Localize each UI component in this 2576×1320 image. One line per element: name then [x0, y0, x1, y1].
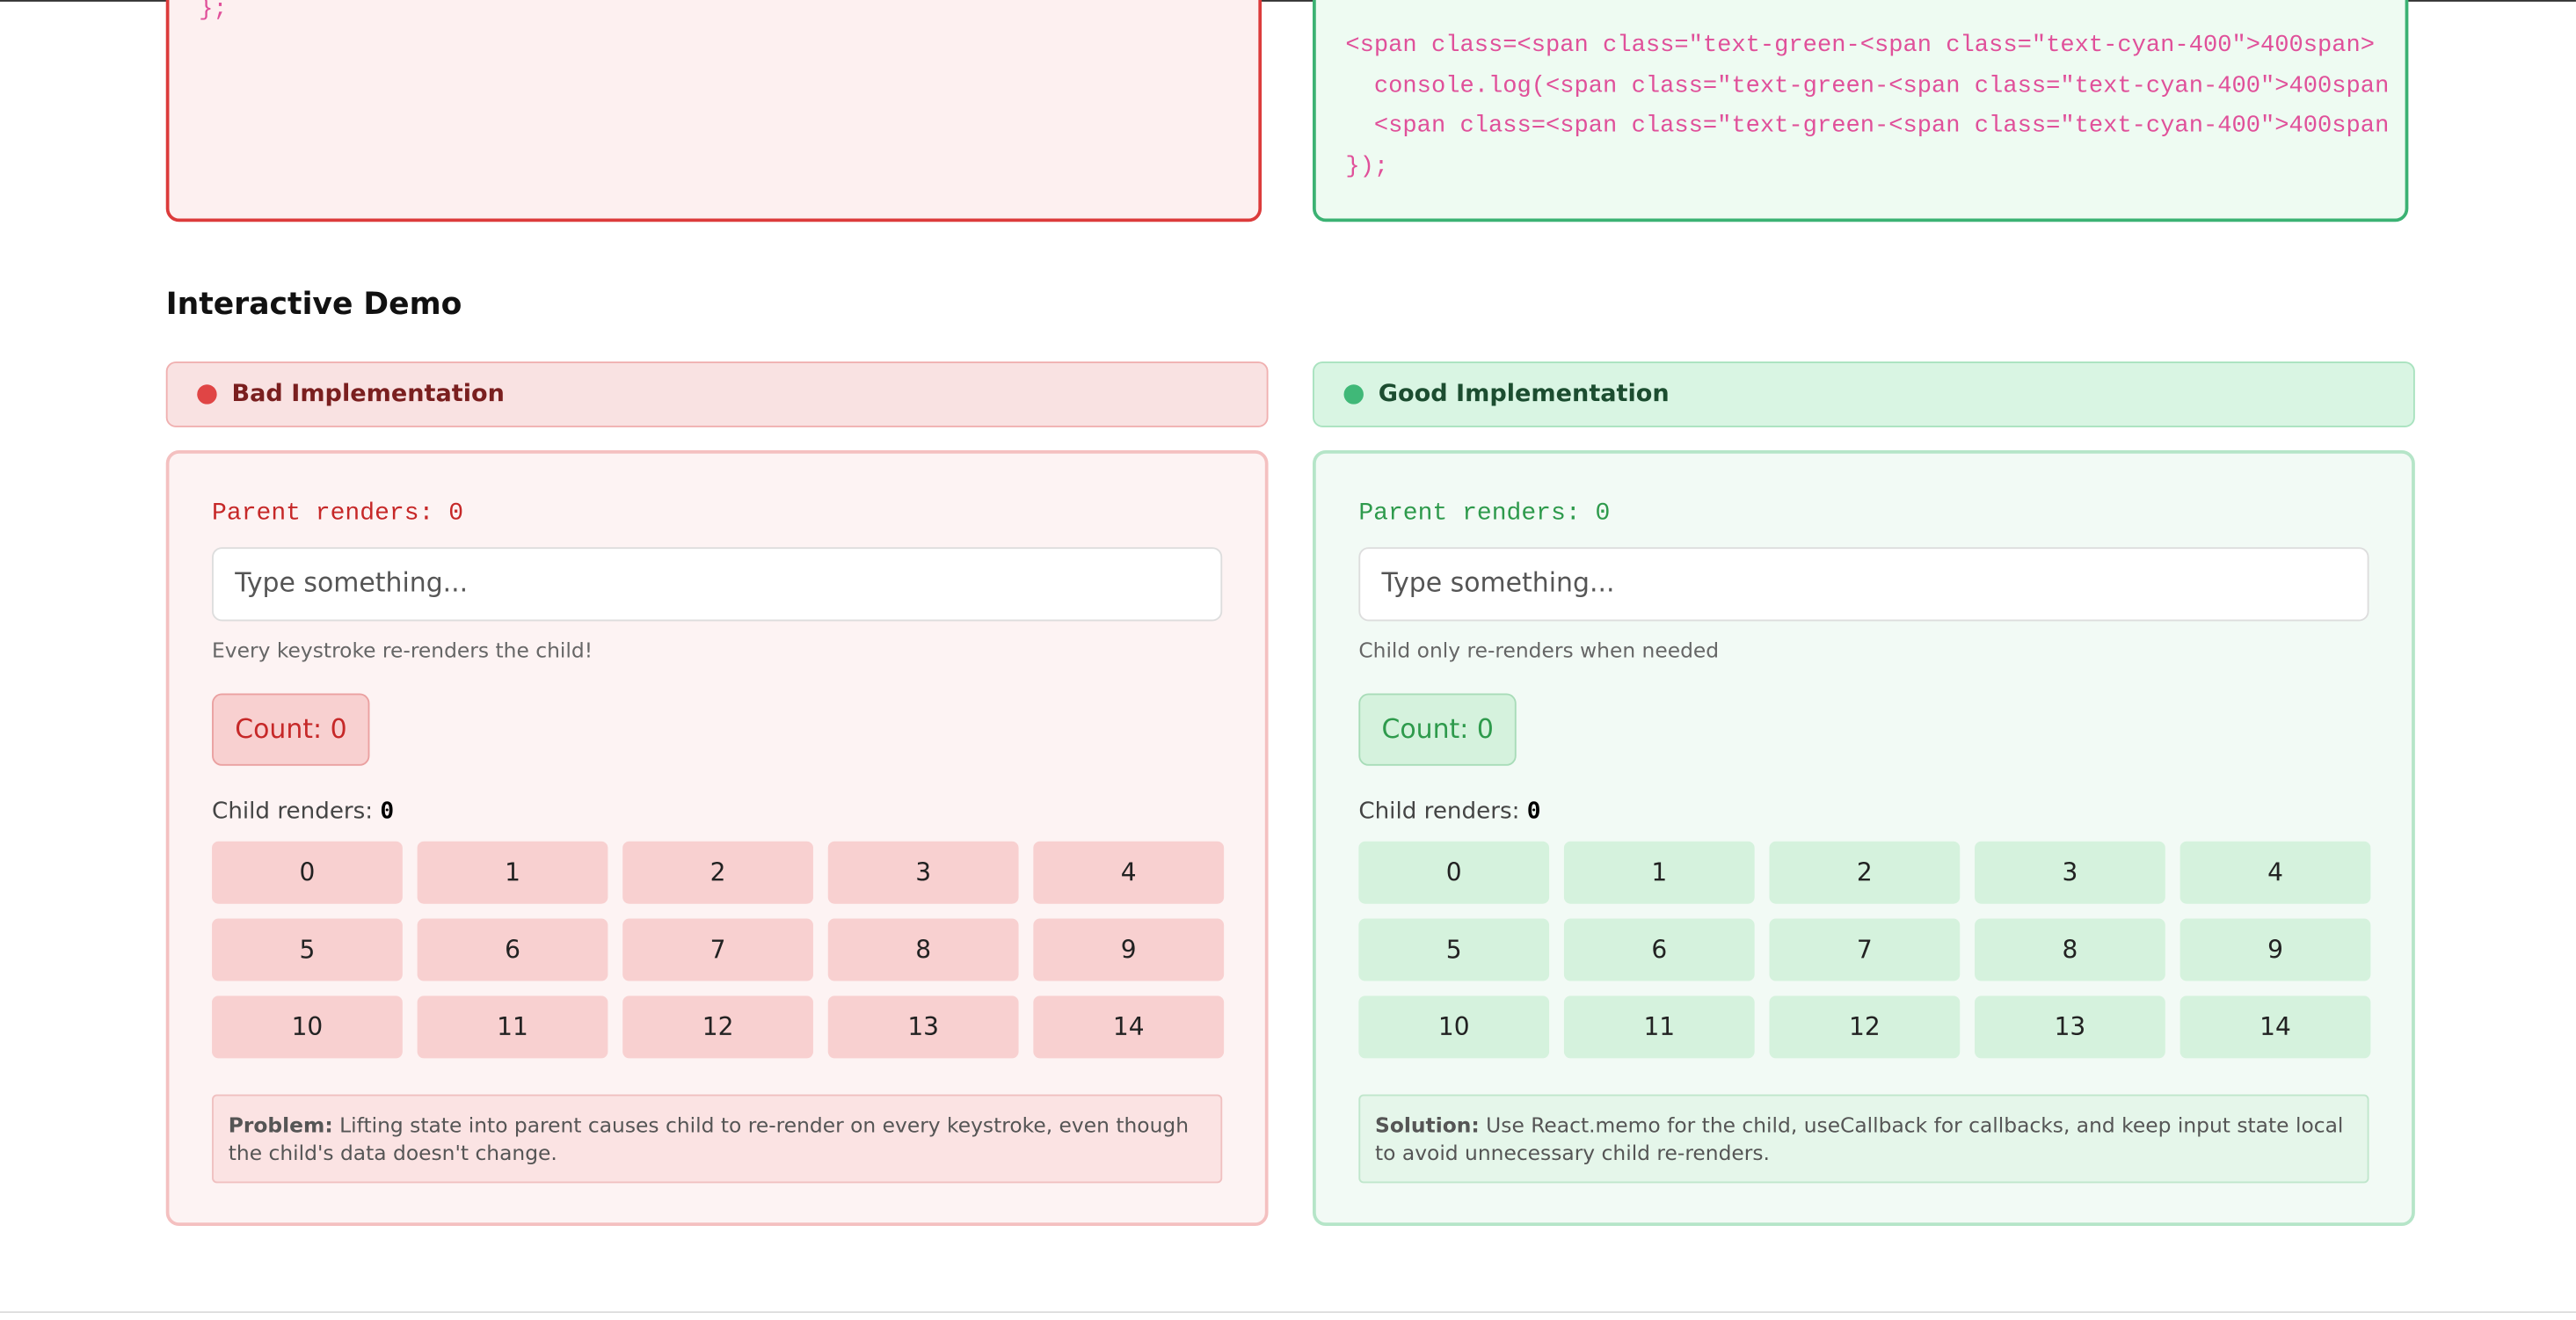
code-line: }; [199, 0, 228, 24]
panel-header: Bad Implementation [165, 361, 1269, 427]
panel-label: Good Implementation [1378, 381, 1670, 408]
value: 0 [330, 712, 347, 745]
code-line: }); [1345, 153, 1389, 180]
count-button[interactable]: Count: 0 [212, 693, 370, 766]
item[interactable]: 14 [1033, 995, 1225, 1059]
code-line: <span class=<span class="text-green-<spa… [1345, 113, 2390, 140]
item[interactable]: 1 [1563, 841, 1755, 904]
item-grid: 0 1 2 3 4 5 6 7 8 9 10 11 12 13 14 [212, 841, 1225, 1059]
status-dot [1343, 384, 1364, 405]
label: Count: [1381, 712, 1469, 745]
note-label: Problem: [228, 1112, 333, 1138]
item[interactable]: 5 [1358, 918, 1550, 981]
item[interactable]: 7 [1769, 918, 1961, 981]
value: 0 [1526, 799, 1541, 826]
item-grid: 0 1 2 3 4 5 6 7 8 9 10 11 12 13 14 [1358, 841, 2371, 1059]
note: Solution: Use React.memo for the child, … [1358, 1094, 2369, 1184]
code-block: <span class=<span class="text-green-<spa… [1313, 0, 2409, 222]
item[interactable]: 4 [2179, 841, 2371, 904]
value: 0 [380, 799, 395, 826]
label: Parent renders: [212, 500, 434, 528]
item[interactable]: 9 [1033, 918, 1225, 981]
text-input[interactable]: Type something... [1358, 547, 2369, 622]
code-line: console.log(<span class="text-green-<spa… [1345, 73, 2390, 100]
item[interactable]: 14 [2179, 995, 2371, 1059]
item[interactable]: 7 [622, 918, 813, 981]
count-button[interactable]: Count: 0 [1358, 693, 1517, 766]
section-title: Interactive Demo [165, 288, 462, 323]
item[interactable]: 0 [212, 841, 403, 904]
item[interactable]: 8 [827, 918, 1019, 981]
label: Child renders: [212, 799, 374, 826]
item[interactable]: 8 [1975, 918, 2165, 981]
divider [0, 0, 2576, 2]
item[interactable]: 3 [1975, 841, 2165, 904]
demo-panel: Parent renders: 0 Type something... Child … [1313, 449, 2415, 1226]
value: 0 [1476, 712, 1494, 745]
item[interactable]: 11 [1563, 995, 1755, 1059]
item[interactable]: 12 [622, 995, 813, 1059]
parent-renders: Parent renders: 0 [1358, 500, 2369, 532]
parent-renders: Parent renders: 0 [212, 500, 1222, 532]
note-label: Solution: [1375, 1112, 1480, 1138]
item[interactable]: 10 [1358, 995, 1550, 1059]
divider [0, 1311, 2576, 1314]
item[interactable]: 1 [417, 841, 608, 904]
item[interactable]: 6 [417, 918, 608, 981]
item[interactable]: 2 [622, 841, 813, 904]
panel-header: Good Implementation [1313, 361, 2415, 427]
item[interactable]: 6 [1563, 918, 1755, 981]
note: Problem: Lifting state into parent cause… [212, 1094, 1223, 1184]
child-renders: Child renders: 0 [1358, 799, 2369, 825]
item[interactable]: 0 [1358, 841, 1550, 904]
item[interactable]: 10 [212, 995, 403, 1059]
child-renders: Child renders: 0 [212, 799, 1222, 825]
code-line: <span class=<span class="text-green-<spa… [1345, 33, 2376, 60]
hint: Every keystroke re-renders the child! [212, 638, 593, 663]
label: Parent renders: [1358, 500, 1581, 528]
code-block: }; [165, 0, 1263, 222]
label: Count: [235, 712, 323, 745]
item[interactable]: 13 [1975, 995, 2165, 1059]
count-wrap: Count: 0 [1358, 662, 2369, 766]
label: Child renders: [1358, 799, 1520, 826]
item[interactable]: 4 [1033, 841, 1225, 904]
item[interactable]: 5 [212, 918, 403, 981]
value: 0 [448, 500, 464, 528]
note-text: Lifting state into parent causes child t… [228, 1112, 1190, 1165]
hint: Child only re-renders when needed [1358, 638, 1720, 663]
item[interactable]: 11 [417, 995, 608, 1059]
item[interactable]: 12 [1769, 995, 1961, 1059]
panel-label: Bad Implementation [231, 381, 505, 408]
demo-panel: Parent renders: 0 Type something... Every … [165, 449, 1269, 1226]
count-wrap: Count: 0 [212, 662, 1222, 766]
value: 0 [1595, 500, 1611, 528]
item[interactable]: 13 [827, 995, 1019, 1059]
note-text: Use React.memo for the child, useCallbac… [1375, 1112, 2344, 1165]
text-input[interactable]: Type something... [212, 547, 1223, 622]
status-dot [197, 384, 217, 405]
item[interactable]: 9 [2179, 918, 2371, 981]
item[interactable]: 2 [1769, 841, 1961, 904]
item[interactable]: 3 [827, 841, 1019, 904]
